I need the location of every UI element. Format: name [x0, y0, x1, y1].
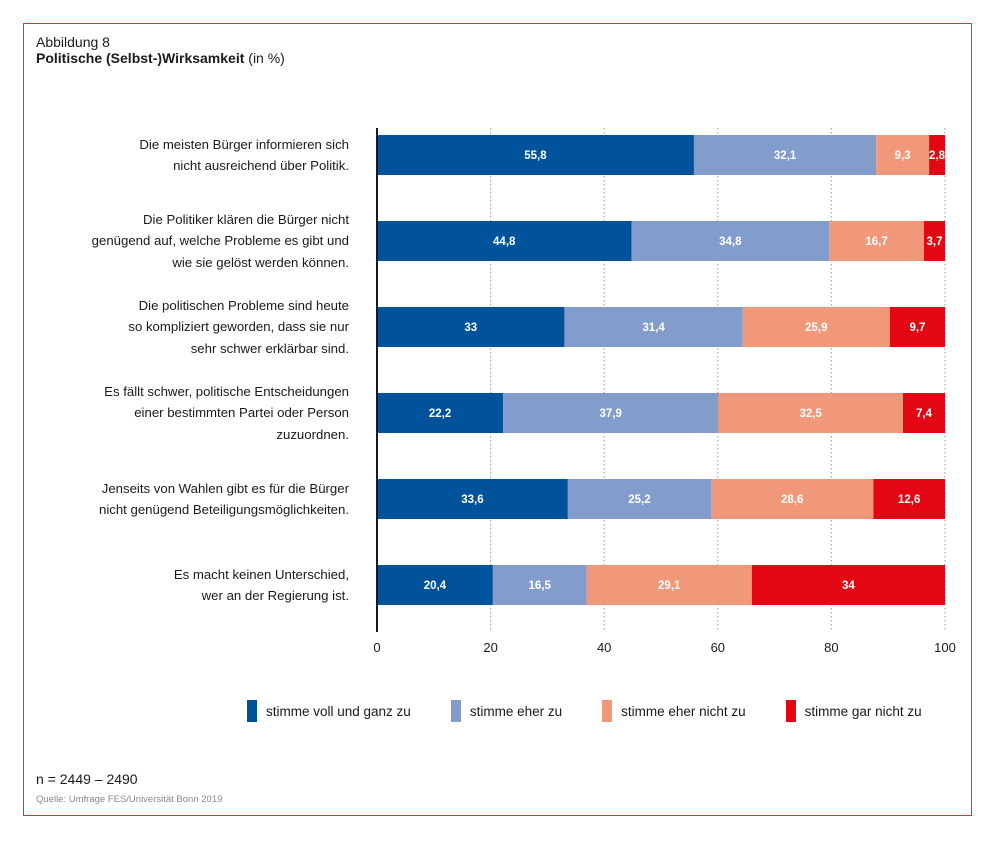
bar-segment: [693, 135, 877, 175]
data-label: 31,4: [642, 322, 665, 334]
legend-swatch: [785, 700, 796, 722]
data-label: 33: [464, 322, 477, 334]
data-label: 28,6: [781, 494, 803, 506]
sample-size: n = 2449 – 2490: [36, 771, 138, 787]
bar-segment: [873, 479, 945, 519]
bar-segment: [564, 307, 743, 347]
bar-segment: [377, 221, 632, 261]
category-label-line: Es macht keinen Unterschied,: [173, 566, 349, 582]
data-label: 25,9: [805, 322, 827, 334]
data-label: 22,2: [429, 408, 451, 420]
x-tick-label: 20: [483, 640, 497, 655]
bar-segment: [889, 307, 945, 347]
category-label-line: Es fällt schwer, politische Entscheidung…: [104, 383, 349, 399]
bar-segment: [751, 565, 945, 605]
data-label: 33,6: [461, 494, 483, 506]
legend-label: stimme voll und ganz zu: [266, 703, 411, 719]
x-tick-label: 0: [373, 640, 380, 655]
bar-segment: [377, 565, 493, 605]
x-tick-label: 80: [824, 640, 838, 655]
figure-frame: [23, 23, 972, 816]
chart-title-unit: (in %): [244, 50, 285, 66]
legend-item: stimme gar nicht zu: [785, 700, 922, 722]
bar-segment: [503, 393, 719, 433]
bar-segment: [377, 393, 504, 433]
data-label: 12,6: [898, 494, 920, 506]
category-label: Jenseits von Wahlen gibt es für die Bürg…: [29, 478, 349, 521]
legend-label: stimme gar nicht zu: [804, 703, 922, 719]
category-label-line: genügend auf, welche Probleme es gibt un…: [91, 233, 349, 249]
bar-segment: [902, 393, 945, 433]
data-label: 44,8: [493, 236, 516, 248]
data-label: 20,4: [424, 580, 447, 592]
bar-segment: [829, 221, 924, 261]
bar-segment: [923, 221, 945, 261]
category-label-line: nicht genügend Beteiligungsmöglichkeiten…: [98, 502, 349, 517]
data-label: 37,9: [600, 408, 622, 420]
data-label: 16,5: [529, 580, 552, 592]
data-label: 9,3: [895, 150, 911, 162]
data-label: 3,7: [926, 236, 942, 248]
category-label: Es fällt schwer, politische Entscheidung…: [29, 381, 349, 446]
bar-segment: [631, 221, 830, 261]
data-label: 2,8: [929, 150, 946, 162]
chart-title-bold: Politische (Selbst-)Wirksamkeit: [36, 50, 245, 66]
bar-segment: [710, 479, 874, 519]
figure-number: Abbildung 8: [36, 34, 110, 50]
bar-segment: [929, 135, 945, 175]
legend-swatch: [450, 700, 461, 722]
legend-label: stimme eher zu: [469, 703, 563, 719]
x-tick-label: 40: [597, 640, 611, 655]
legend-item: stimme eher nicht zu: [602, 700, 746, 722]
category-label-line: Die politischen Probleme sind heute: [138, 297, 349, 313]
legend-swatch: [602, 700, 613, 722]
category-label-line: wer an der Regierung ist.: [201, 588, 349, 603]
category-label-line: Die meisten Bürger informieren sich: [139, 136, 349, 152]
category-label-line: wie sie gelöst werden können.: [172, 254, 349, 270]
source-note: Quelle: Umfrage FES/Universität Bonn 201…: [36, 794, 223, 805]
bar-segment: [377, 479, 568, 519]
bar-segment: [377, 307, 565, 347]
data-label: 25,2: [628, 494, 650, 506]
legend-item: stimme voll und ganz zu: [247, 700, 411, 722]
category-label-line: so kompliziert geworden, dass sie nur: [128, 319, 349, 335]
category-label: Die Politiker klären die Bürger nicht gen…: [29, 209, 349, 274]
chart-legend: stimme voll und ganz zu stimme eher zu sti…: [247, 700, 922, 722]
x-tick-label: 60: [711, 640, 725, 655]
category-label: Die politischen Probleme sind heute so ko…: [29, 295, 349, 360]
bar-segment: [492, 565, 587, 605]
bar-segment: [586, 565, 752, 605]
category-label: Die meisten Bürger informieren sich nicht…: [29, 134, 349, 177]
category-label-line: sehr schwer erklärbar sind.: [190, 340, 349, 356]
legend-label: stimme eher nicht zu: [621, 703, 746, 719]
data-label: 32,5: [799, 408, 822, 420]
category-label-line: einer bestimmten Partei oder Person: [134, 405, 349, 421]
data-label: 16,7: [865, 236, 887, 248]
chart-title: Politische (Selbst-)Wirksamkeit (in %): [36, 50, 285, 66]
category-label: Es macht keinen Unterschied, wer an der R…: [29, 564, 349, 607]
bar-segment: [718, 393, 903, 433]
data-label: 9,7: [909, 322, 925, 334]
category-label-line: nicht ausreichend über Politik.: [173, 158, 349, 173]
category-label-line: Jenseits von Wahlen gibt es für die Bürg…: [101, 480, 349, 496]
legend-item: stimme eher zu: [450, 700, 563, 722]
data-label: 29,1: [658, 580, 681, 592]
bar-segment: [876, 135, 930, 175]
category-label-line: Die Politiker klären die Bürger nicht: [143, 211, 349, 227]
data-label: 7,4: [916, 408, 933, 420]
legend-swatch: [247, 700, 257, 722]
data-label: 55,8: [524, 150, 547, 162]
data-label: 34: [842, 580, 855, 592]
bar-segment: [567, 479, 711, 519]
category-label-line: zuzuordnen.: [276, 426, 349, 442]
bar-segment: [377, 135, 694, 175]
bar-segment: [742, 307, 890, 347]
data-label: 34,8: [719, 236, 742, 248]
x-tick-label: 100: [934, 640, 956, 655]
data-label: 32,1: [774, 150, 797, 162]
